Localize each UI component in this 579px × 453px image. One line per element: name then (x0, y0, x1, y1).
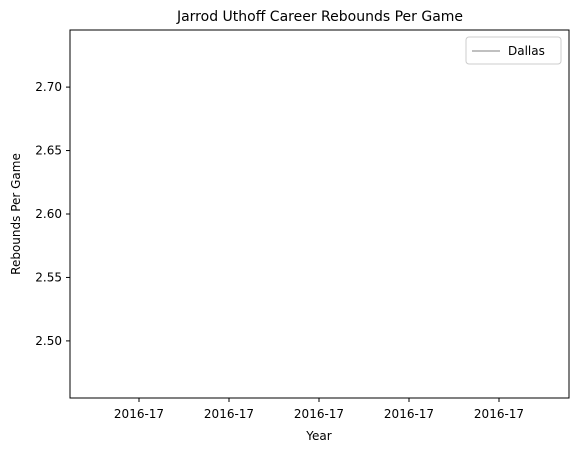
x-tick-label: 2016-17 (474, 407, 524, 421)
y-tick-label: 2.65 (35, 144, 62, 158)
x-tick-label: 2016-17 (384, 407, 434, 421)
legend: Dallas (465, 36, 562, 65)
legend-box (465, 36, 562, 65)
y-tick-label: 2.60 (35, 207, 62, 221)
plot-area (69, 29, 570, 399)
y-axis-label: Rebounds Per Game (9, 153, 23, 275)
y-tick-label: 2.50 (35, 334, 62, 348)
y-axis: 2.50 2.55 2.60 2.65 2.70 (35, 80, 70, 348)
x-axis: 2016-17 2016-17 2016-17 2016-17 2016-17 (114, 398, 524, 421)
chart-title: Jarrod Uthoff Career Rebounds Per Game (176, 9, 463, 25)
x-tick-label: 2016-17 (204, 407, 254, 421)
legend-label-dallas: Dallas (508, 44, 545, 58)
x-axis-label: Year (305, 429, 331, 443)
x-tick-label: 2016-17 (114, 407, 164, 421)
y-tick-label: 2.55 (35, 270, 62, 284)
x-tick-label: 2016-17 (294, 407, 344, 421)
y-tick-label: 2.70 (35, 80, 62, 94)
